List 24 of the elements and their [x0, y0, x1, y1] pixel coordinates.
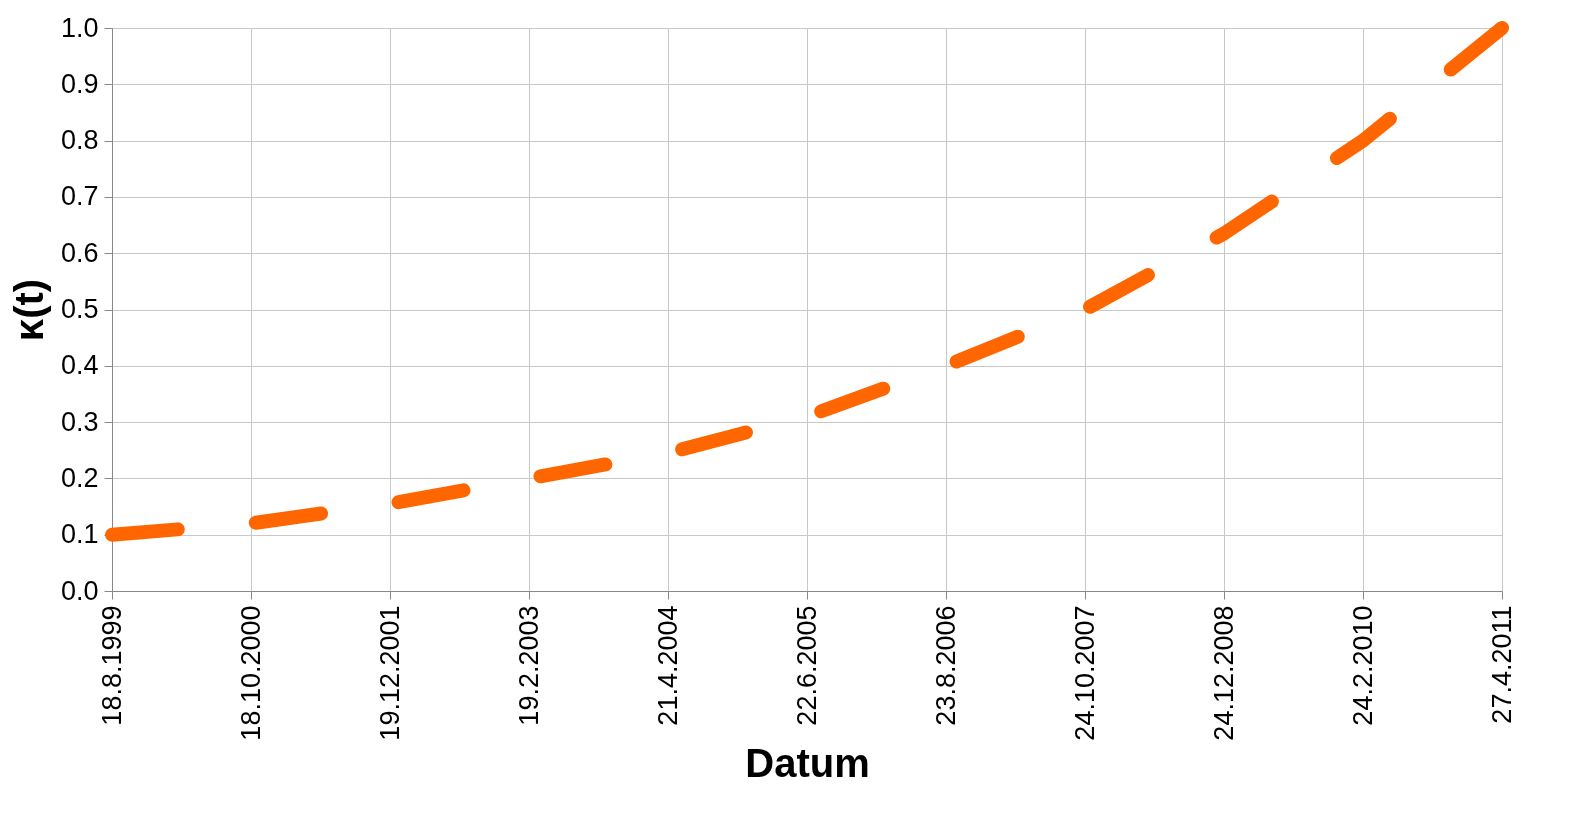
y-tick-label: 0.3 [60, 406, 99, 437]
y-tick-label: 0.7 [60, 181, 99, 212]
x-tick-label: 19.12.2001 [374, 605, 405, 741]
y-tick-label: 0.0 [60, 575, 99, 606]
y-tick-label: 0.6 [60, 237, 99, 268]
x-tick-label: 23.8.2006 [930, 605, 961, 726]
y-axis-title: κ(t) [6, 278, 51, 342]
x-tick-label: 24.12.2008 [1208, 605, 1239, 741]
y-tick-label: 0.8 [60, 125, 99, 156]
x-tick-label: 21.4.2004 [652, 605, 683, 726]
y-tick-label: 0.1 [60, 519, 99, 550]
y-tick-label: 0.2 [60, 462, 99, 493]
y-tick-label: 0.5 [60, 294, 99, 324]
x-tick-label: 24.2.2010 [1347, 605, 1378, 726]
x-tick-label: 24.10.2007 [1069, 605, 1100, 741]
y-tick-label: 0.9 [60, 68, 99, 99]
y-tick-label: 1.0 [60, 12, 99, 43]
x-axis-title: Datum [745, 740, 870, 785]
x-tick-label: 19.2.2003 [513, 605, 544, 726]
x-tick-label: 18.8.1999 [96, 605, 127, 726]
x-tick-label: 27.4.2011 [1486, 605, 1517, 724]
x-tick-label: 22.6.2005 [791, 605, 822, 726]
x-tick-label: 18.10.2000 [235, 605, 266, 741]
y-tick-label: 0.4 [60, 350, 99, 381]
